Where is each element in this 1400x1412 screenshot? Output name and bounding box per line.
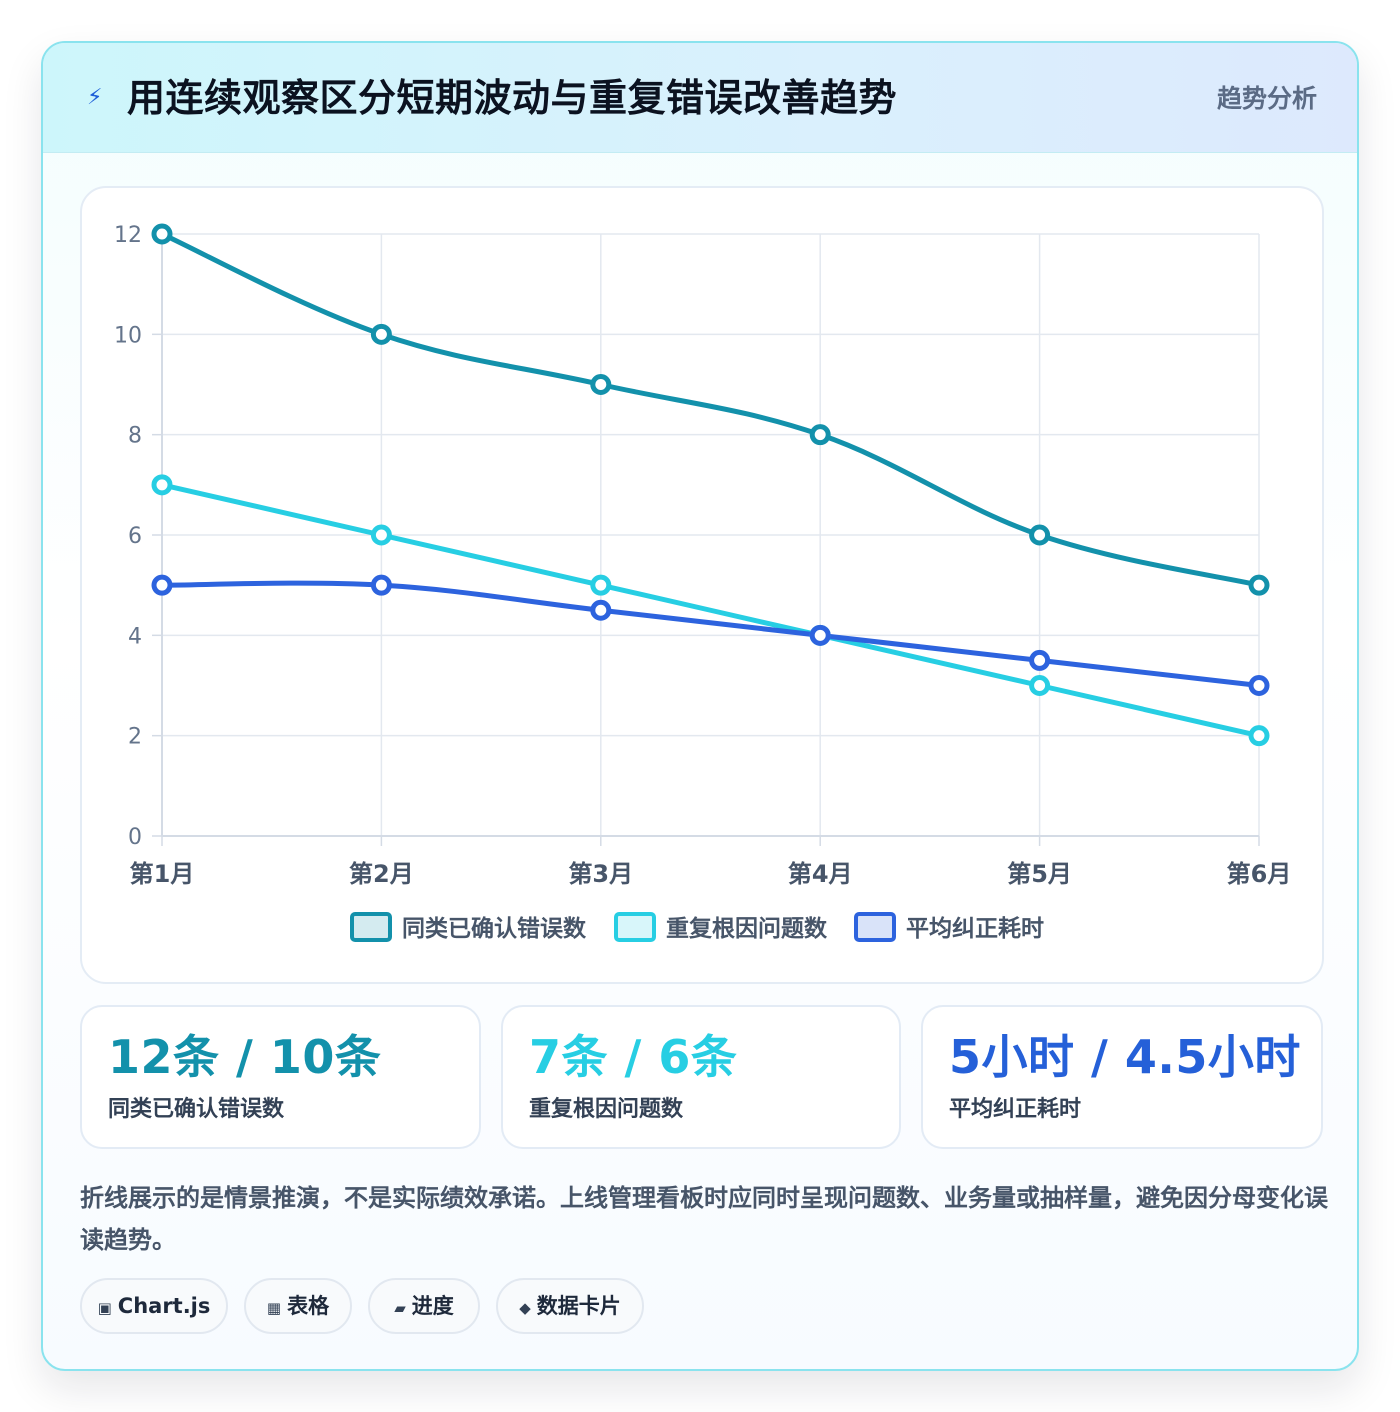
chart-note: 折线展示的是情景推演，不是实际绩效承诺。上线管理看板时应同时呈现问题数、业务量或… [80, 1184, 1328, 1254]
pill-label: Chart.js [117, 1294, 211, 1318]
data-point-series-2 [370, 524, 392, 546]
data-point-series-1 [1029, 524, 1051, 546]
y-tick-label: 12 [114, 223, 142, 248]
y-tick-label: 10 [114, 323, 142, 348]
stat-label: 平均纠正耗时 [949, 1097, 1082, 1122]
pill-table[interactable]: ▦ 表格 [244, 1278, 352, 1334]
y-tick-label: 0 [128, 825, 142, 850]
series-line-3 [159, 580, 1262, 688]
data-point-series-1 [809, 424, 831, 446]
stat-label: 同类已确认错误数 [108, 1097, 285, 1122]
data-point-series-1 [590, 374, 612, 395]
legend-swatch [614, 912, 656, 942]
y-tick-label: 4 [128, 624, 142, 649]
chart-panel: 0 2 4 6 8 10 12 第1月 第2月 第3月 第4月 第5月 第6月同类已确认错误数 重复根因问… [80, 186, 1324, 984]
page-title: 用连续观察区分短期波动与重复错误改善趋势 [127, 76, 898, 120]
data-point-series-3 [1029, 649, 1051, 671]
series-line-2 [159, 482, 1262, 739]
lightning-icon: ⚡ [87, 85, 103, 110]
x-tick-label: 第3月 [568, 860, 633, 888]
progress-icon: ▰ [394, 1299, 406, 1317]
y-tick-label: 8 [128, 424, 142, 449]
chart-icon: ▣ [97, 1299, 112, 1317]
pill-label: 进度 [411, 1294, 454, 1318]
data-point-series-2 [151, 474, 173, 496]
stat-value: 7条 / 6条 [529, 1030, 738, 1084]
x-tick-label: 第1月 [130, 860, 195, 888]
trend-card: ⚡ 用连续观察区分短期波动与重复错误改善趋势 趋势分析 0 2 4 6 8 10 12 第1月… [41, 41, 1359, 1371]
card-header: ⚡ 用连续观察区分短期波动与重复错误改善趋势 趋势分析 [43, 43, 1357, 153]
stat-value: 5小时 / 4.5小时 [949, 1030, 1301, 1084]
stat-card-avg-correction-time: 5小时 / 4.5小时 平均纠正耗时 [921, 1005, 1323, 1149]
legend-swatch [350, 912, 392, 942]
series-line-1 [159, 231, 1262, 588]
data-point-series-3 [809, 624, 831, 646]
pill-chartjs[interactable]: ▣ Chart.js [80, 1278, 228, 1334]
x-tick-label: 第6月 [1227, 860, 1292, 888]
data-point-series-1 [370, 323, 392, 345]
stat-value: 12条 / 10条 [108, 1030, 382, 1084]
header-tag: 趋势分析 [1216, 84, 1317, 113]
legend-label: 重复根因问题数 [666, 916, 828, 942]
stat-card-repeat-root-causes: 7条 / 6条 重复根因问题数 [501, 1005, 901, 1149]
legend-swatch [854, 912, 896, 942]
data-point-series-2 [1029, 675, 1051, 696]
pill-data-card[interactable]: ◆ 数据卡片 [496, 1278, 644, 1334]
data-point-series-3 [590, 599, 612, 621]
x-tick-label: 第4月 [788, 860, 853, 888]
legend-label: 平均纠正耗时 [906, 915, 1044, 942]
y-tick-label: 6 [128, 524, 142, 549]
table-icon: ▦ [266, 1299, 282, 1317]
pill-progress[interactable]: ▰ 进度 [368, 1278, 480, 1334]
y-tick-label: 2 [128, 725, 142, 750]
pill-label: 数据卡片 [536, 1294, 621, 1318]
diamond-icon: ◆ [519, 1299, 531, 1317]
data-point-series-2 [590, 574, 612, 596]
stat-card-confirmed-errors: 12条 / 10条 同类已确认错误数 [80, 1005, 481, 1149]
x-tick-label: 第2月 [349, 860, 414, 888]
data-point-series-3 [1248, 675, 1270, 696]
data-point-series-1 [151, 223, 173, 245]
x-tick-label: 第5月 [1007, 860, 1072, 888]
stat-label: 重复根因问题数 [529, 1097, 684, 1122]
data-point-series-2 [1248, 725, 1270, 747]
data-point-series-3 [151, 574, 173, 596]
pill-label: 表格 [287, 1294, 330, 1318]
data-point-series-1 [1248, 574, 1270, 596]
legend-label: 同类已确认错误数 [402, 915, 587, 942]
data-point-series-3 [370, 574, 392, 596]
